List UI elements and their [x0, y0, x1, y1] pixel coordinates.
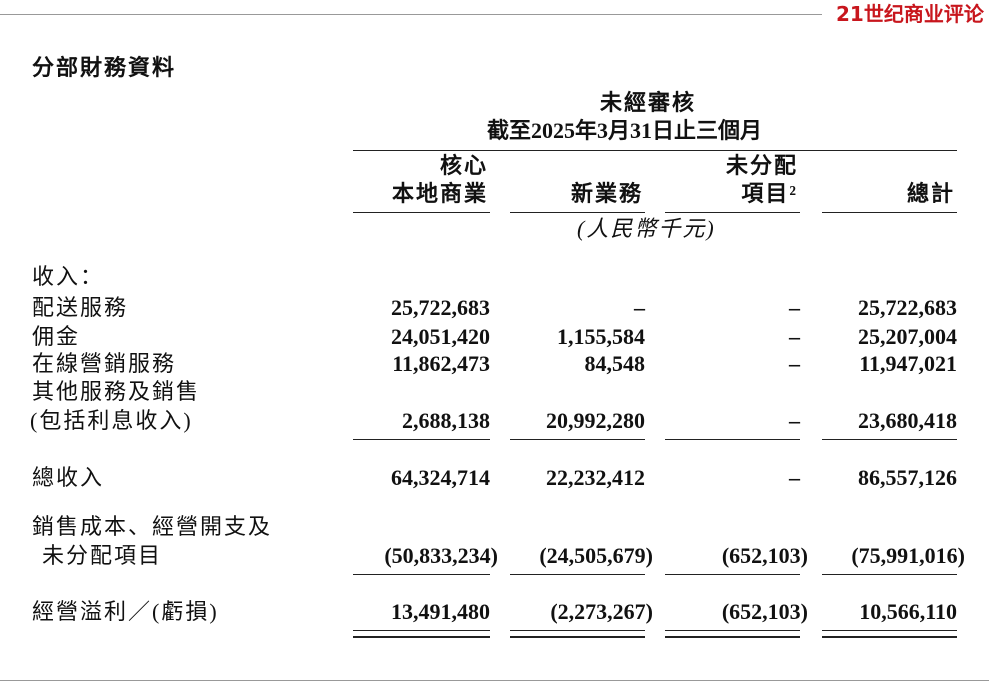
sum-rule — [822, 630, 957, 631]
column-header: 核心 — [439, 153, 488, 178]
cell-value: (50,833,234) — [384, 543, 498, 568]
row-label: 銷售成本、經營開支及 — [32, 514, 273, 539]
column-rule — [665, 212, 800, 213]
row-label: 總收入 — [32, 465, 105, 490]
cell-value: 20,992,280 — [546, 408, 645, 433]
sum-rule — [665, 636, 800, 638]
cell-value: 11,947,021 — [859, 351, 957, 376]
cell-value: – — [789, 324, 800, 349]
sum-rule — [665, 630, 800, 631]
column-header: 新業務 — [570, 181, 643, 206]
column-header: 總計 — [906, 181, 955, 206]
row-label: 在線營銷服務 — [32, 351, 177, 376]
row-label: 配送服務 — [32, 295, 129, 320]
cell-value: 2,688,138 — [402, 408, 490, 433]
sum-rule — [822, 636, 957, 638]
sum-rule — [510, 630, 645, 631]
row-label: 經營溢利／(虧損) — [32, 599, 219, 624]
sum-rule — [822, 574, 957, 575]
sum-rule — [510, 439, 645, 440]
sum-rule — [353, 574, 490, 575]
bottom-rule — [0, 680, 989, 681]
row-label: 佣金 — [32, 324, 81, 349]
cell-value: 25,722,683 — [858, 295, 957, 320]
cell-value: – — [789, 465, 800, 490]
cell-value: 25,722,683 — [391, 295, 490, 320]
row-label: 其他服務及銷售 — [32, 379, 201, 404]
sum-rule — [822, 439, 957, 440]
cell-value: (75,991,016) — [851, 543, 965, 568]
cell-value: 64,324,714 — [391, 465, 490, 490]
row-label: 收入： — [32, 264, 105, 289]
sum-rule — [353, 630, 490, 631]
period-header: 截至2025年3月31日止三個月 — [487, 118, 763, 143]
sum-rule — [510, 636, 645, 638]
cell-value: (24,505,679) — [539, 543, 653, 568]
column-rule — [510, 212, 645, 213]
sum-rule — [510, 574, 645, 575]
row-label: (包括利息收入) — [30, 408, 193, 433]
cell-value: – — [789, 295, 800, 320]
cell-value: (652,103) — [721, 599, 808, 624]
column-header: 項目² — [741, 181, 798, 206]
cell-value: 23,680,418 — [858, 408, 957, 433]
cell-value: 13,491,480 — [391, 599, 490, 624]
sum-rule — [665, 439, 800, 440]
header-rule — [353, 150, 957, 151]
column-header: 未分配 — [725, 153, 798, 178]
cell-value: (2,273,267) — [550, 599, 653, 624]
logo: 21世纪商业评论 — [836, 2, 984, 26]
sum-rule — [665, 574, 800, 575]
sum-rule — [353, 636, 490, 638]
unit: (人民幣千元) — [577, 216, 716, 241]
cell-value: 86,557,126 — [858, 465, 957, 490]
cell-value: 10,566,110 — [859, 599, 957, 624]
sum-rule — [353, 439, 490, 440]
cell-value: – — [789, 351, 800, 376]
audit-header: 未經審核 — [600, 90, 697, 115]
title: 分部財務資料 — [32, 55, 177, 80]
cell-value: 22,232,412 — [546, 465, 645, 490]
top-rule — [0, 14, 822, 15]
column-rule — [822, 212, 957, 213]
cell-value: (652,103) — [721, 543, 808, 568]
column-header: 本地商業 — [391, 181, 488, 206]
cell-value: – — [634, 295, 645, 320]
cell-value: 84,548 — [584, 351, 646, 376]
cell-value: 1,155,584 — [557, 324, 645, 349]
row-label: 未分配項目 — [42, 543, 163, 568]
cell-value: – — [789, 408, 800, 433]
cell-value: 25,207,004 — [858, 324, 957, 349]
cell-value: 24,051,420 — [391, 324, 490, 349]
cell-value: 11,862,473 — [392, 351, 490, 376]
column-rule — [353, 212, 490, 213]
